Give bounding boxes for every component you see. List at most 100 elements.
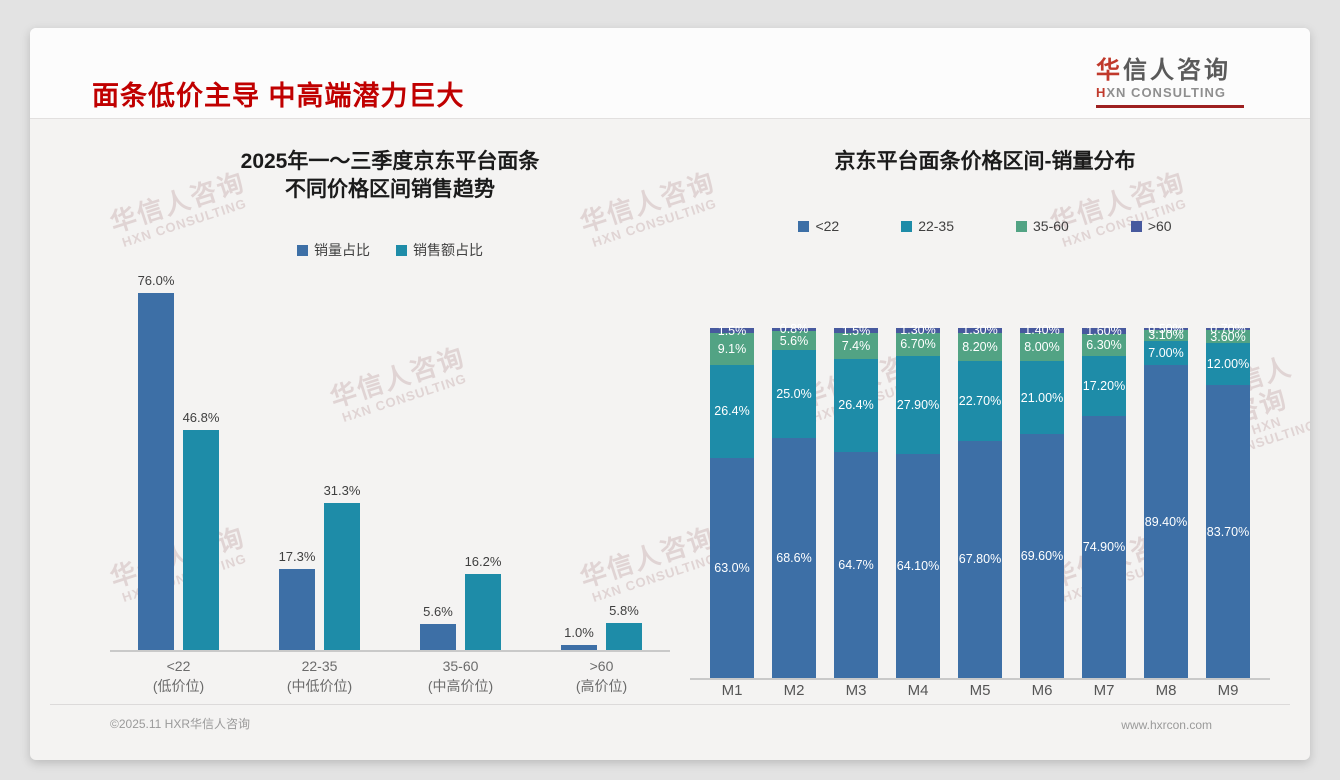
legend-label: 销量占比 [314, 242, 370, 258]
segment-35-60-M8: 3.10% [1144, 328, 1188, 343]
segment-<22-M7: 74.90% [1082, 415, 1126, 678]
legend-item-<22: <22 [798, 218, 839, 234]
bar-销量占比-22-35: 17.3% [279, 549, 315, 650]
segment-<22-M6: 69.60% [1020, 434, 1064, 678]
segment-value-label: 0.8% [779, 322, 809, 337]
segment-22-35-M8: 7.00% [1144, 340, 1188, 366]
segment-value-label: 7.4% [841, 339, 871, 354]
right-plot: 63.0% 26.4% 9.1% 1.5% 68.6% 25.0% 5.6% 0.8% 64.7… [690, 322, 1270, 680]
left-chart-title-line1: 2025年一～三季度京东平台面条 [240, 150, 540, 173]
segment-value-label: 5.6% [779, 333, 809, 348]
month-label-M3: M3 [845, 682, 867, 699]
segment-value-label: 68.6% [776, 550, 812, 565]
segment-35-60-M2: 5.6% [772, 330, 816, 351]
segment-value-label: 6.70% [900, 337, 936, 352]
segment-value-label: 63.0% [714, 560, 750, 575]
category-name: 35-60 [442, 658, 479, 674]
segment-value-label: 7.00% [1148, 345, 1184, 360]
segment-value-label: 64.10% [896, 558, 940, 573]
legend-label: 22-35 [918, 218, 954, 234]
segment-<22-M2: 68.6% [772, 437, 816, 678]
segment-value-label: 1.30% [900, 323, 936, 338]
segment-value-label: 74.90% [1082, 539, 1126, 554]
segment-value-label: 27.90% [896, 397, 940, 412]
segment->60-M7: 1.60% [1082, 324, 1126, 338]
segment-22-35-M4: 27.90% [896, 356, 940, 454]
header-strip [30, 28, 1310, 118]
segment-22-35-M3: 26.4% [834, 359, 878, 452]
segment-<22-M8: 89.40% [1144, 365, 1188, 678]
bar-销售额占比-<22: 46.8% [183, 410, 219, 650]
segment-value-label: 9.1% [717, 342, 747, 357]
month-label-M5: M5 [969, 682, 991, 699]
right-chart-title: 京东平台面条价格区间-销量分布 [834, 150, 1136, 173]
segment-value-label: 0.70% [1210, 322, 1246, 337]
legend-label: <22 [815, 218, 840, 234]
bar-value-label: 16.2% [464, 553, 502, 569]
legend-item->60: >60 [1130, 218, 1172, 234]
legend-label: >60 [1147, 218, 1172, 234]
segment->60-M8: 0.50% [1144, 322, 1188, 336]
segment-35-60-M5: 8.20% [958, 332, 1002, 362]
segment->60-M4: 1.30% [896, 323, 940, 337]
bar-销量占比-<22: 76.0% [138, 273, 174, 650]
logo-cn-text: 华信人咨询 [1096, 58, 1244, 83]
segment-value-label: 8.00% [1024, 339, 1060, 354]
legend-swatch-icon [297, 244, 308, 256]
left-chart: 2025年一～三季度京东平台面条 不同价格区间销售趋势 销量占比 销售额占比 76… [100, 140, 680, 700]
stacked-bar-M2: 68.6% 25.0% 5.6% 0.8% [772, 322, 816, 678]
month-label-M4: M4 [907, 682, 929, 699]
segment->60-M9: 0.70% [1206, 322, 1250, 336]
bar-销量占比-35-60: 5.6% [420, 604, 456, 650]
segment-35-60-M6: 8.00% [1020, 332, 1064, 361]
category-name: >60 [589, 658, 614, 674]
right-chart-legend: <22 22-35 35-60 >60 [660, 218, 1310, 234]
segment->60-M1: 1.5% [710, 324, 754, 338]
logo-en-rest: XN CONSULTING [1106, 85, 1227, 101]
segment-35-60-M9: 3.60% [1206, 330, 1250, 344]
bar-group-22-35: 17.3% 31.3% [279, 483, 360, 650]
bar-value-label: 31.3% [323, 482, 361, 498]
right-chart: 京东平台面条价格区间-销量分布 <22 22-35 35-60 >60 63.0% 26… [660, 140, 1310, 700]
bar-group-35-60: 5.6% 16.2% [420, 554, 501, 650]
category-label->60: >60 (高价位) [561, 656, 642, 697]
segment-value-label: 89.40% [1144, 514, 1188, 529]
bar-value-label: 5.8% [609, 602, 639, 618]
segment-value-label: 21.00% [1020, 390, 1064, 405]
segment-22-35-M7: 17.20% [1082, 355, 1126, 416]
segment->60-M5: 1.30% [958, 323, 1002, 337]
bar-value-label: 46.8% [182, 410, 220, 426]
stacked-bar-M5: 67.80% 22.70% 8.20% 1.30% [958, 323, 1002, 678]
bar-销售额占比-35-60: 16.2% [465, 554, 501, 650]
segment-<22-M5: 67.80% [958, 440, 1002, 678]
logo-cn-rest: 信人咨询 [1123, 57, 1231, 84]
segment-<22-M1: 63.0% [710, 457, 754, 678]
legend-label: 销售额占比 [413, 242, 483, 258]
category-subname: (高价位) [575, 678, 628, 695]
segment-22-35-M5: 22.70% [958, 361, 1002, 441]
month-label-M6: M6 [1031, 682, 1053, 699]
segment-22-35-M9: 12.00% [1206, 343, 1250, 386]
legend-label: 35-60 [1033, 218, 1069, 234]
segment-35-60-M7: 6.30% [1082, 333, 1126, 356]
page-title: 面条低价主导 中高端潜力巨大 [92, 81, 465, 111]
footer-copyright: ©2025.11 HXR华信人咨询 [110, 717, 250, 731]
stacked-bar-M9: 83.70% 12.00% 3.60% 0.70% [1206, 322, 1250, 678]
segment-value-label: 26.4% [714, 404, 750, 419]
segment->60-M3: 1.5% [834, 324, 878, 338]
category-label-<22: <22 (低价位) [138, 656, 219, 697]
segment-value-label: 67.80% [958, 552, 1002, 567]
segment-value-label: 69.60% [1020, 549, 1064, 564]
segment-value-label: 83.70% [1206, 524, 1250, 539]
segment-value-label: 3.10% [1148, 328, 1184, 343]
segment-35-60-M4: 6.70% [896, 332, 940, 357]
segment-value-label: 1.60% [1086, 323, 1122, 338]
stacked-bar-M8: 89.40% 7.00% 3.10% 0.50% [1144, 322, 1188, 678]
segment-35-60-M3: 7.4% [834, 333, 878, 360]
category-subname: (低价位) [152, 678, 205, 695]
segment->60-M2: 0.8% [772, 322, 816, 336]
segment-value-label: 8.20% [962, 339, 998, 354]
category-name: 22-35 [301, 658, 338, 674]
segment-value-label: 12.00% [1206, 357, 1250, 372]
category-subname: (中低价位) [286, 678, 353, 695]
